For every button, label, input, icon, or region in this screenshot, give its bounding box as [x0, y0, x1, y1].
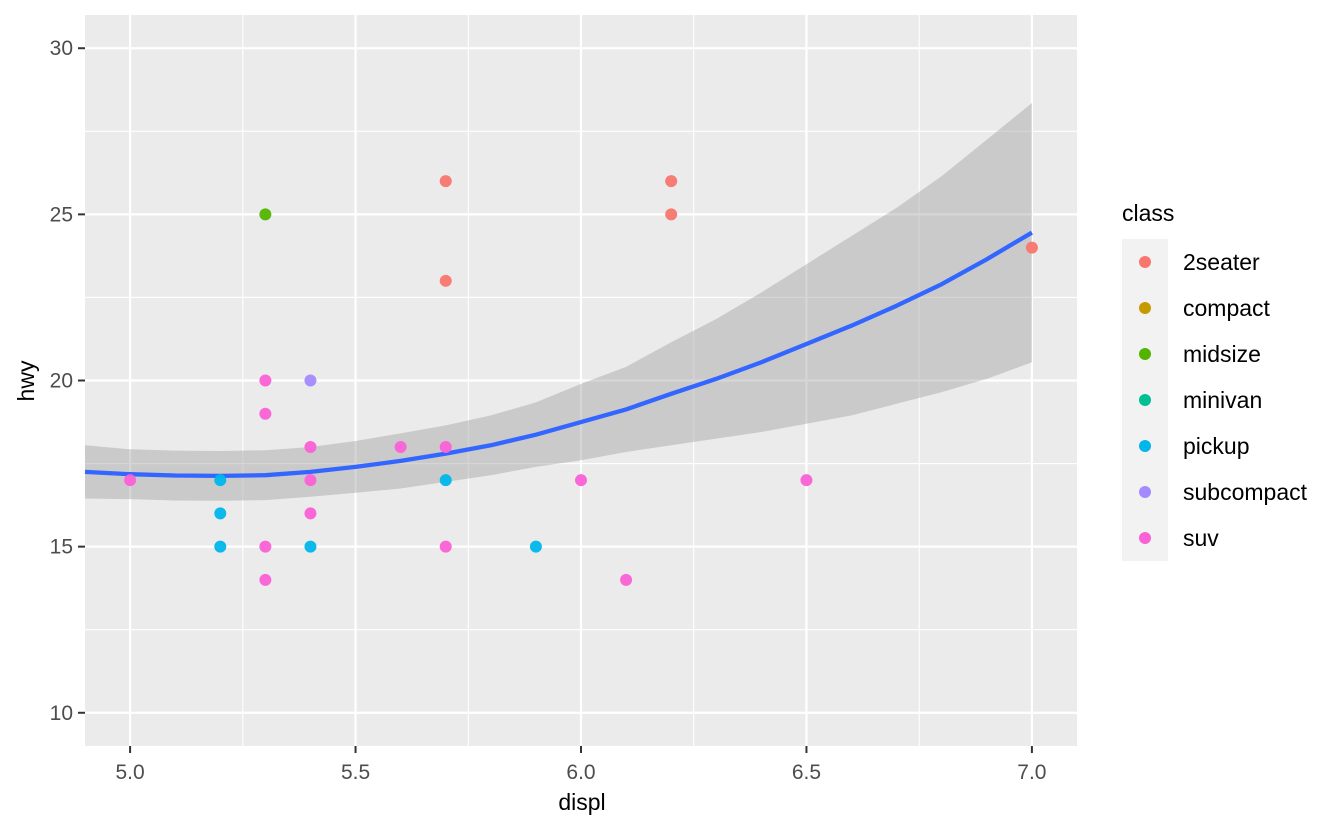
data-point [1025, 241, 1038, 254]
data-point [665, 208, 678, 221]
data-point [124, 474, 137, 487]
x-tick-label: 7.0 [1017, 761, 1046, 784]
data-point [800, 474, 813, 487]
smooth-layer [84, 103, 1034, 501]
y-tick-label: 25 [50, 203, 73, 226]
data-point [439, 440, 452, 453]
legend-item-midsize: midsize [1139, 341, 1261, 367]
legend-item-suv: suv [1139, 525, 1219, 551]
data-point [304, 540, 317, 553]
data-point [214, 540, 227, 553]
legend-item-minivan: minivan [1139, 387, 1262, 413]
legend-label: midsize [1183, 341, 1261, 367]
x-tick-label: 5.0 [115, 761, 144, 784]
legend-item-2seater: 2seater [1139, 249, 1260, 275]
legend-item-subcompact: subcompact [1139, 479, 1308, 505]
data-point [214, 507, 227, 520]
legend: class 2seater compact midsize minivan pickup… [1122, 200, 1308, 561]
y-tick-label: 20 [50, 370, 73, 393]
data-point [214, 474, 227, 487]
data-point [439, 540, 452, 553]
legend-key-suv [1139, 532, 1151, 544]
x-tick-label: 6.0 [566, 761, 595, 784]
data-point [304, 474, 317, 487]
data-point [259, 374, 272, 387]
y-tick-label: 15 [50, 536, 73, 559]
data-point [439, 175, 452, 188]
y-tick-label: 30 [50, 37, 73, 60]
legend-key-2seater [1139, 256, 1151, 268]
y-axis: 10 15 20 25 30 [50, 37, 85, 725]
legend-label: pickup [1183, 433, 1249, 459]
confidence-band [85, 103, 1032, 501]
data-point [665, 175, 678, 188]
legend-items: 2seater compact midsize minivan pickup subcom… [1139, 249, 1308, 551]
legend-item-compact: compact [1139, 295, 1271, 321]
data-point [259, 407, 272, 420]
data-point [259, 208, 272, 221]
legend-key-midsize [1139, 348, 1151, 360]
x-tick-label: 6.5 [792, 761, 821, 784]
legend-key-pickup [1139, 440, 1151, 452]
data-point [304, 507, 317, 520]
data-point [575, 474, 587, 487]
data-point [259, 540, 272, 553]
legend-key-subcompact [1139, 486, 1151, 498]
legend-key-compact [1139, 302, 1151, 314]
major-gridlines [85, 15, 1077, 746]
legend-label: minivan [1183, 387, 1262, 413]
smooth-line [84, 230, 1034, 479]
x-axis-title: displ [558, 789, 605, 815]
legend-label: subcompact [1183, 479, 1308, 505]
y-axis-title: hwy [13, 360, 39, 401]
data-point [620, 573, 633, 586]
data-point [439, 474, 452, 487]
legend-label: compact [1183, 295, 1271, 321]
y-tick-label: 10 [50, 702, 73, 725]
legend-item-pickup: pickup [1139, 433, 1249, 459]
x-tick-label: 5.5 [341, 761, 370, 784]
plot-panel [84, 15, 1077, 746]
legend-label: suv [1183, 525, 1219, 551]
x-axis: 5.0 5.5 6.0 6.5 7.0 [115, 746, 1047, 784]
legend-label: 2seater [1183, 249, 1260, 275]
legend-title: class [1122, 200, 1174, 226]
data-point [439, 274, 452, 287]
data-point [259, 573, 272, 586]
points-layer [124, 175, 1038, 586]
data-point [304, 440, 317, 453]
legend-key-minivan [1139, 394, 1151, 406]
data-point [529, 540, 542, 553]
data-point [304, 374, 317, 387]
data-point [394, 440, 407, 453]
